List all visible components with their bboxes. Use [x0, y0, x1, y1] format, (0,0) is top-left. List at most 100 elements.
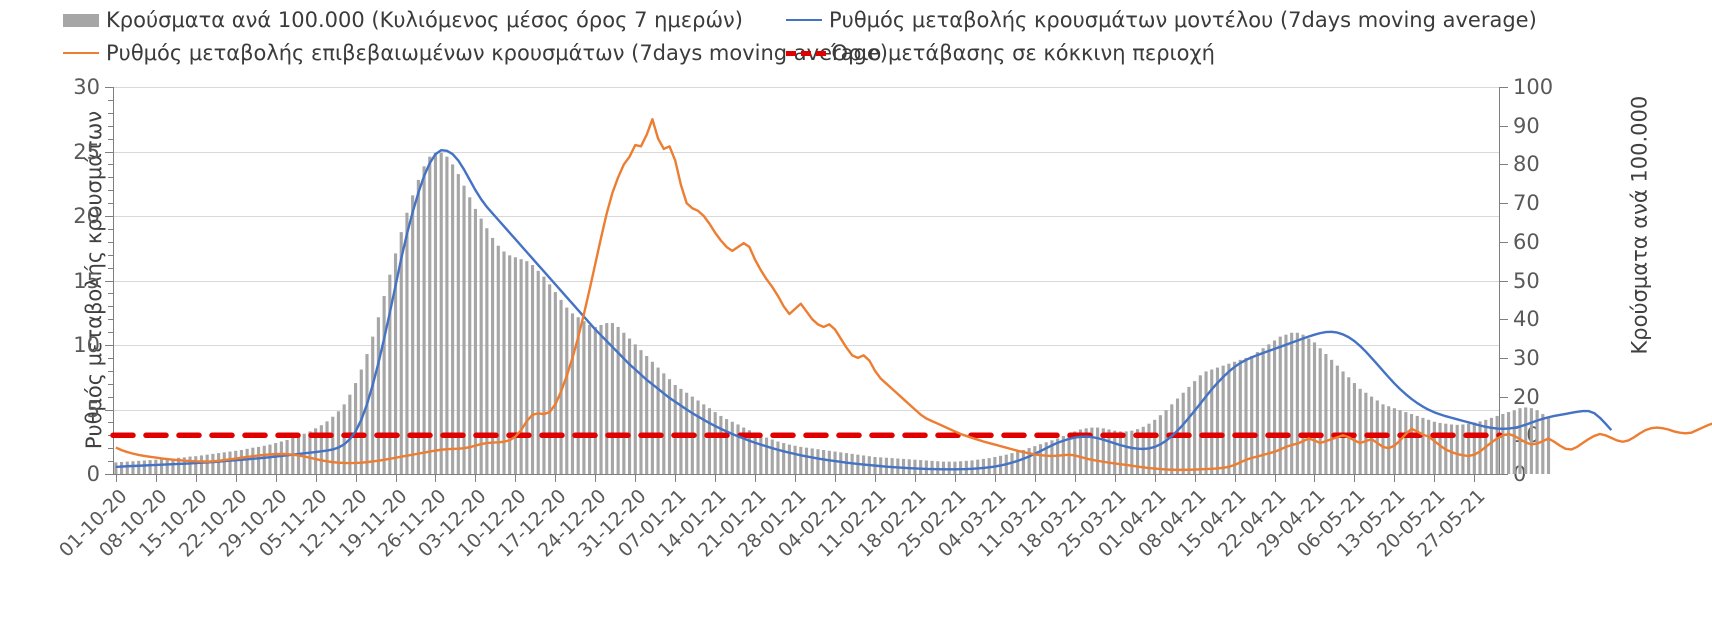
- y-tick-minor-left: [108, 125, 113, 127]
- x-tick: [595, 474, 597, 482]
- legend-label-threshold: Όριο μετάβασης σε κόκκινη περιοχή: [831, 41, 1215, 65]
- bar: [776, 441, 780, 474]
- bar: [679, 388, 683, 474]
- bar: [742, 427, 746, 474]
- bar: [137, 460, 141, 474]
- bar: [1455, 424, 1459, 474]
- bar: [496, 245, 500, 474]
- bar: [553, 292, 557, 474]
- bar: [759, 435, 763, 474]
- y-tick-minor-left: [108, 370, 113, 372]
- bar: [502, 251, 506, 474]
- y-tick-minor-left: [108, 383, 113, 385]
- bar: [285, 439, 289, 474]
- bar: [491, 237, 495, 474]
- y-tick-label-left: 15: [73, 268, 100, 293]
- x-tick: [715, 474, 717, 482]
- bar: [1290, 332, 1294, 474]
- bar: [217, 453, 221, 474]
- bar: [1506, 412, 1511, 474]
- bar: [1284, 334, 1288, 474]
- bar: [1090, 427, 1094, 474]
- bar-series: [114, 152, 1551, 475]
- bar: [165, 458, 169, 474]
- bar: [228, 451, 232, 474]
- legend-item-cases-per-100k: Κρούσματα ανά 100.000 (Κυλιόμενος μέσος …: [63, 8, 743, 32]
- bar: [456, 174, 460, 474]
- bar: [1272, 340, 1277, 474]
- bar: [707, 408, 712, 474]
- bar: [319, 425, 323, 474]
- bar: [142, 460, 146, 474]
- y-tick-left: [105, 474, 113, 475]
- bar: [599, 325, 603, 474]
- bar: [941, 461, 946, 474]
- y-tick-minor-left: [108, 293, 113, 295]
- bar: [1215, 367, 1220, 474]
- legend-item-confirmed-rate: Ρυθμός μεταβολής επιβεβαιωμένων κρουσμάτ…: [63, 41, 888, 65]
- bar: [947, 461, 951, 474]
- y-tick-right: [1500, 203, 1508, 205]
- x-tick: [115, 474, 117, 482]
- y-tick-label-right: 40: [1513, 307, 1540, 332]
- x-tick: [1114, 474, 1116, 482]
- bar: [719, 415, 723, 474]
- bar: [274, 443, 278, 474]
- bar: [1312, 342, 1317, 474]
- x-tick: [515, 474, 517, 482]
- y-tick-left: [105, 345, 113, 346]
- y-tick-minor-left: [108, 138, 113, 140]
- bar: [770, 439, 774, 474]
- bar: [199, 455, 204, 474]
- x-tick: [914, 474, 916, 482]
- bar: [451, 164, 455, 474]
- bar: [764, 437, 769, 474]
- y-tick-minor-left: [108, 461, 113, 463]
- bar: [1255, 352, 1259, 474]
- y-tick-label-right: 70: [1513, 191, 1540, 216]
- bar: [473, 208, 478, 474]
- bar: [1347, 377, 1351, 474]
- x-tick: [475, 474, 477, 482]
- bar: [1141, 426, 1145, 474]
- legend-label-confirmed-rate: Ρυθμός μεταβολής επιβεβαιωμένων κρουσμάτ…: [106, 41, 888, 65]
- y-tick-minor-left: [108, 448, 113, 450]
- x-tick: [355, 474, 357, 482]
- y-tick-label-left: 30: [73, 75, 100, 99]
- bar: [1546, 417, 1551, 474]
- bar: [1267, 344, 1271, 474]
- x-tick: [1354, 474, 1356, 482]
- x-tick: [1434, 474, 1436, 482]
- gridline: [113, 280, 1500, 282]
- bar: [1535, 410, 1539, 474]
- y-tick-minor-left: [108, 177, 113, 179]
- bar: [1415, 415, 1419, 474]
- bar: [1427, 419, 1431, 474]
- dashed-line-swatch-icon: [786, 50, 826, 56]
- bar: [1187, 386, 1191, 474]
- bar: [747, 430, 751, 474]
- bar: [753, 432, 757, 474]
- y-tick-minor-left: [108, 241, 113, 243]
- bar: [1135, 429, 1140, 474]
- bar: [371, 336, 375, 474]
- y-tick-left: [105, 409, 113, 411]
- x-tick: [874, 474, 876, 482]
- y-tick-minor-left: [108, 164, 113, 166]
- x-tick: [1314, 474, 1316, 482]
- y-tick-right: [1500, 125, 1508, 127]
- y-tick-label-right: 80: [1513, 152, 1540, 177]
- bar: [667, 379, 672, 474]
- bar: [194, 456, 198, 474]
- bar: [462, 185, 466, 474]
- bar: [1467, 423, 1471, 474]
- bar: [1198, 375, 1202, 474]
- bar: [702, 404, 706, 474]
- bar: [325, 421, 329, 474]
- bar: [1033, 446, 1037, 474]
- bar: [1409, 414, 1414, 474]
- x-tick: [1234, 474, 1236, 482]
- bar: [1352, 383, 1357, 474]
- x-tick: [395, 474, 397, 482]
- bar: [1472, 422, 1476, 474]
